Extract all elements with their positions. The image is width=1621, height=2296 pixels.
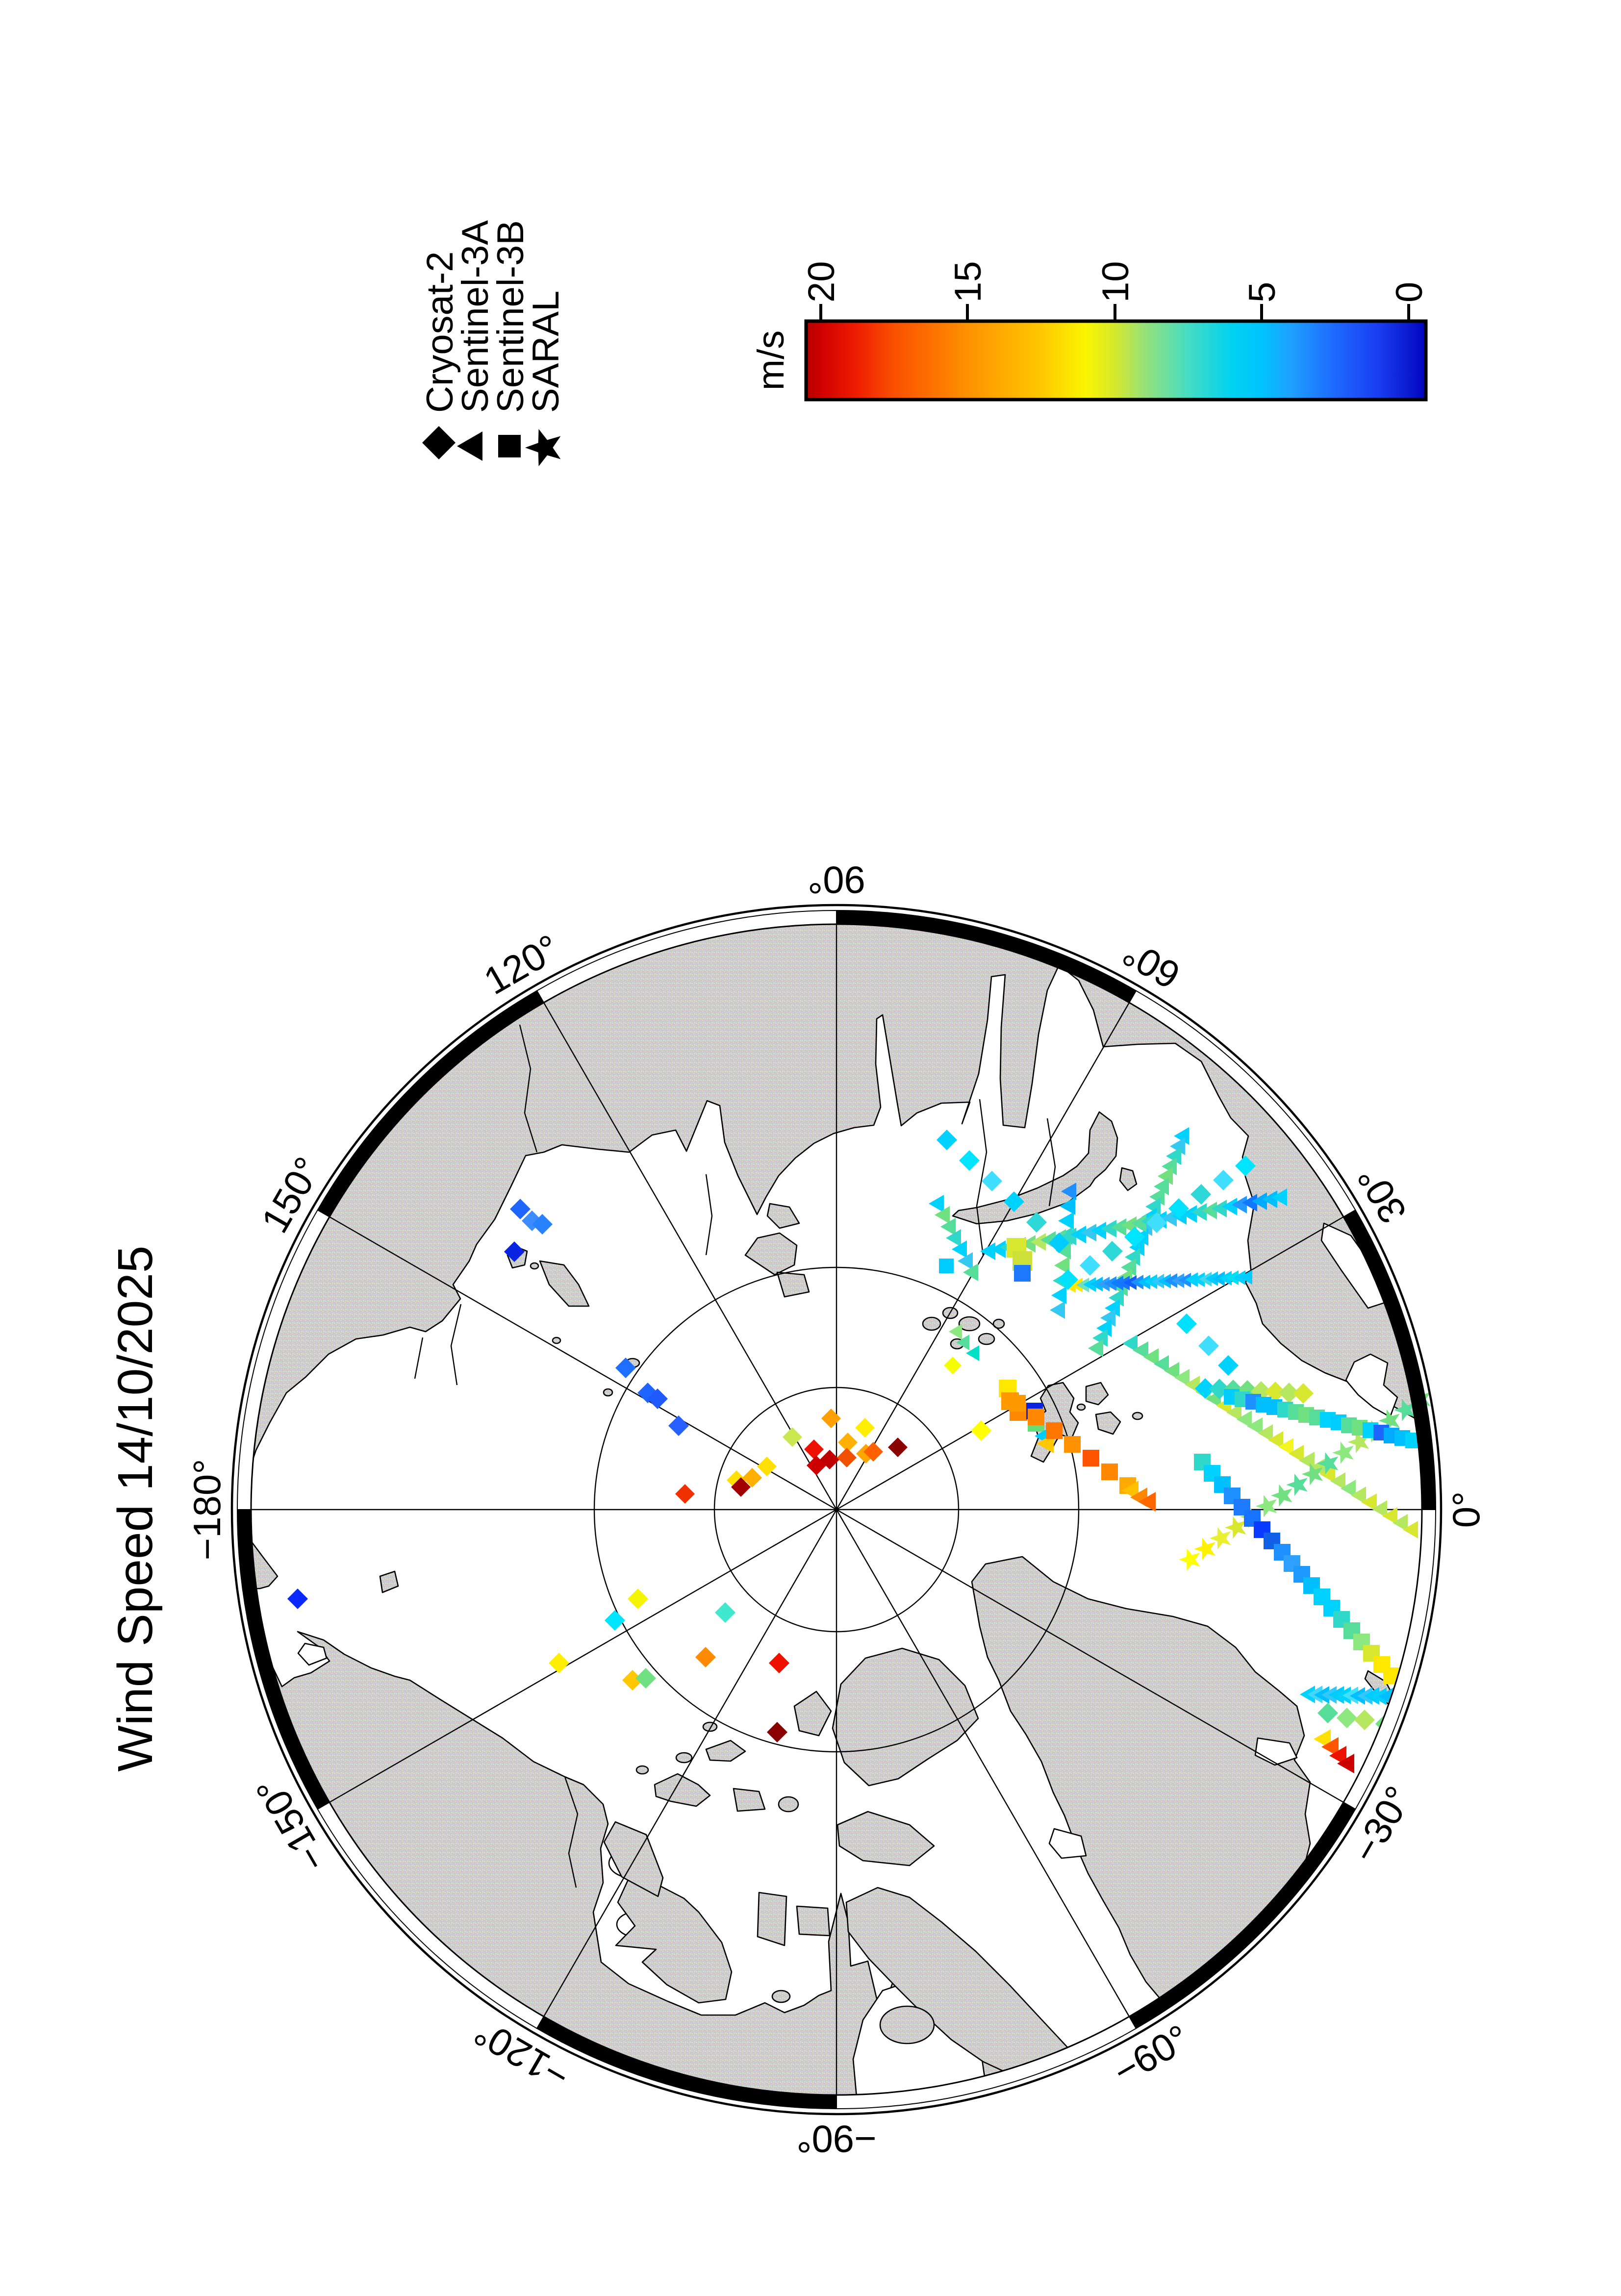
svg-text:90°: 90° xyxy=(808,858,865,902)
svg-text:10: 10 xyxy=(1095,261,1137,303)
svg-text:Sentinel-3A: Sentinel-3A xyxy=(455,220,496,413)
svg-text:0: 0 xyxy=(1389,282,1430,303)
svg-text:0°: 0° xyxy=(1444,1491,1488,1528)
svg-text:Wind Speed 14/10/2025: Wind Speed 14/10/2025 xyxy=(108,1245,163,1771)
svg-text:m/s: m/s xyxy=(750,330,792,390)
svg-text:20: 20 xyxy=(801,261,842,303)
svg-text:SARAL: SARAL xyxy=(525,291,567,413)
svg-text:−90°: −90° xyxy=(796,2118,877,2161)
svg-text:−180°: −180° xyxy=(185,1459,228,1561)
svg-text:15: 15 xyxy=(947,261,989,303)
svg-text:Sentinel-3B: Sentinel-3B xyxy=(490,220,532,413)
svg-text:5: 5 xyxy=(1241,282,1283,303)
svg-text:Cryosat-2: Cryosat-2 xyxy=(419,252,461,413)
